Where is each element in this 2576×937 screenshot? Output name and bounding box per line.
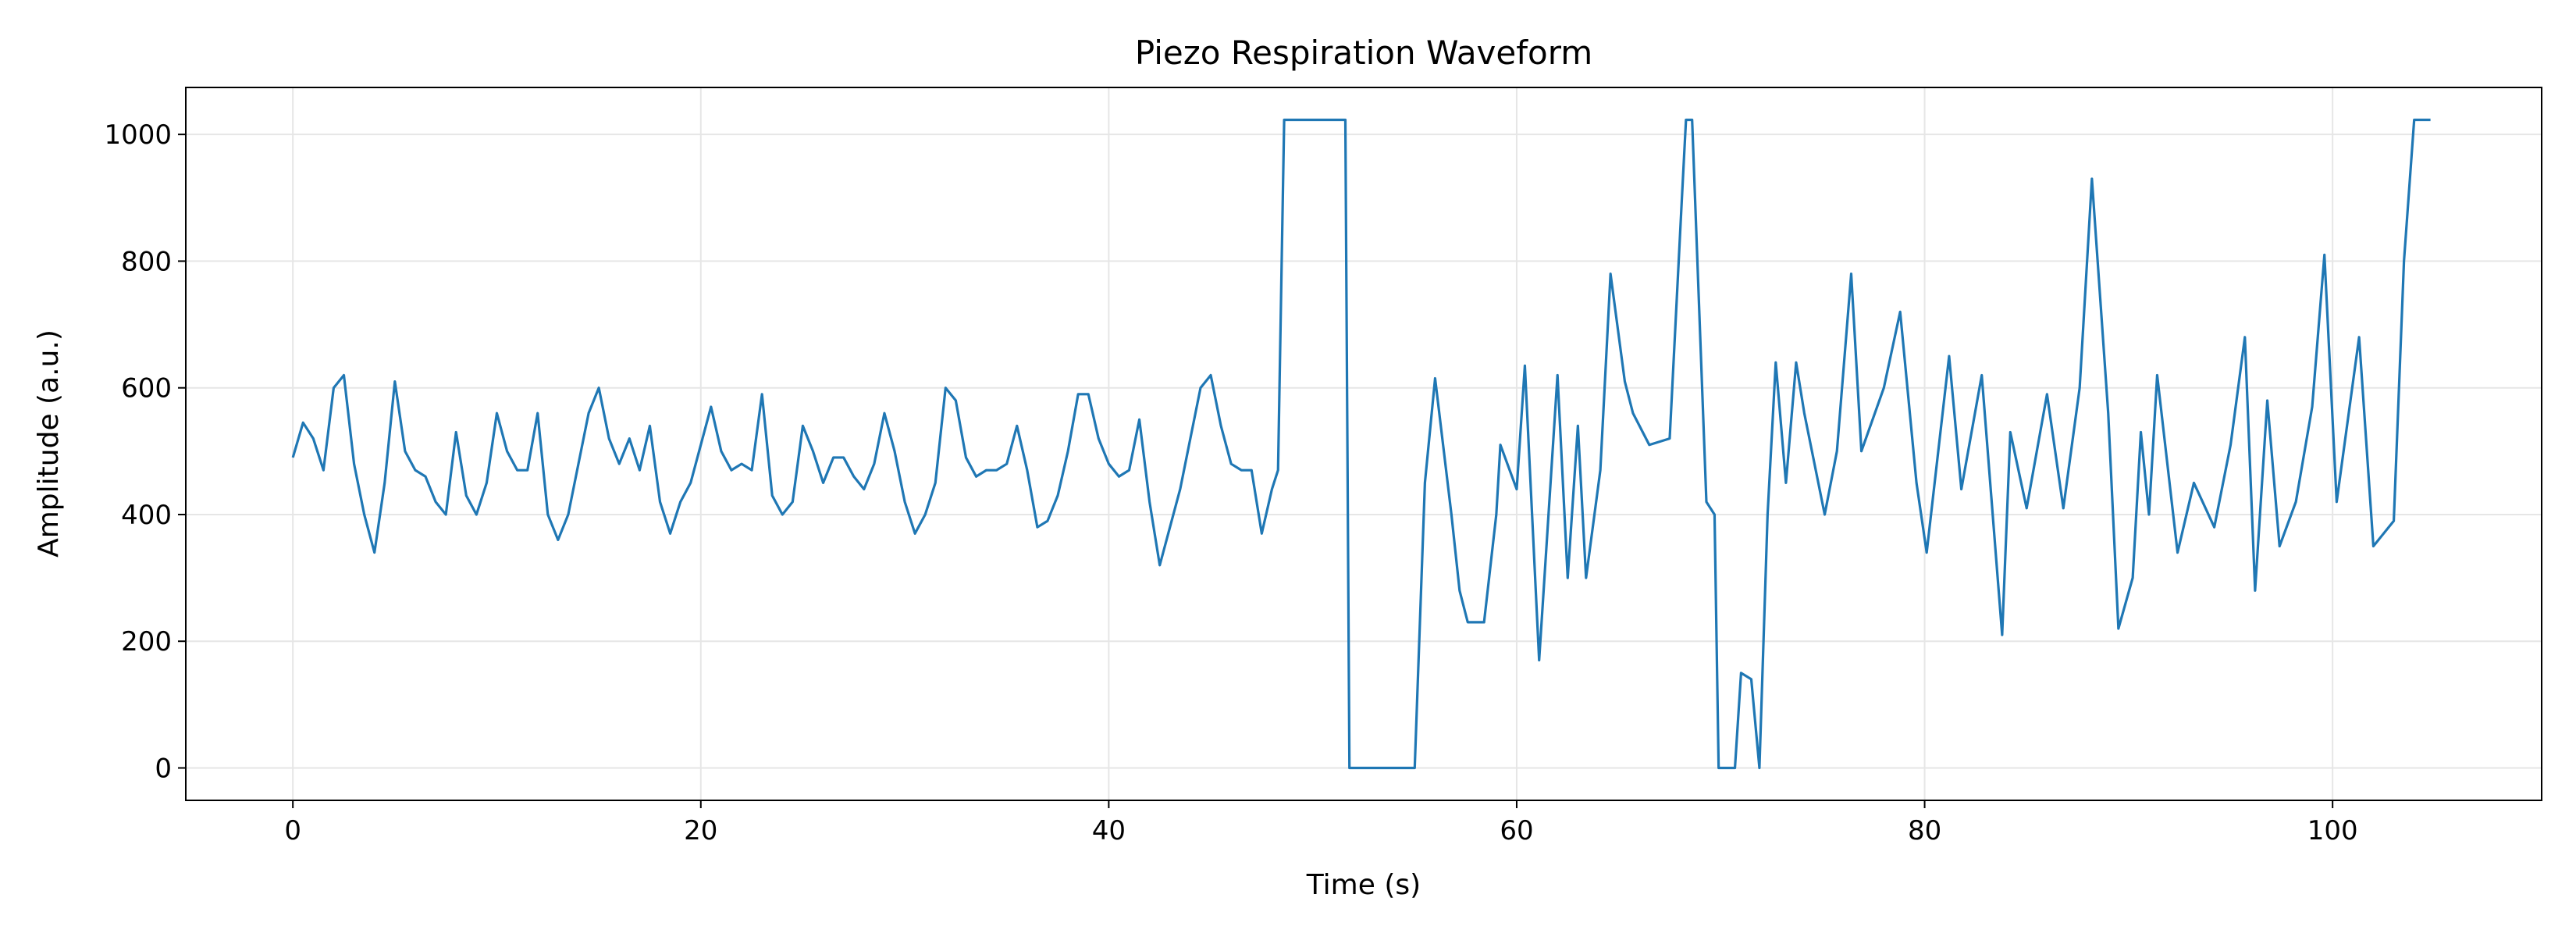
x-tick-label: 80 xyxy=(1908,815,1941,846)
x-tick-label: 60 xyxy=(1500,815,1533,846)
y-tick-label: 200 xyxy=(121,626,172,657)
line-series xyxy=(291,118,2431,770)
x-tick-label: 40 xyxy=(1092,815,1126,846)
y-tick-label: 400 xyxy=(121,500,172,531)
y-tick-label: 600 xyxy=(121,373,172,404)
x-tick-label: 100 xyxy=(2307,815,2358,846)
plot-frame xyxy=(185,87,2542,801)
y-tick-label: 1000 xyxy=(104,119,172,151)
x-tick-label: 0 xyxy=(284,815,301,846)
y-tick-label: 0 xyxy=(155,754,172,785)
y-axis-label: Amplitude (a.u.) xyxy=(33,330,65,558)
y-tick-label: 800 xyxy=(121,246,172,277)
x-tick-label: 20 xyxy=(684,815,717,846)
chart-title: Piezo Respiration Waveform xyxy=(1135,34,1592,72)
x-axis-label: Time (s) xyxy=(1306,869,1421,901)
